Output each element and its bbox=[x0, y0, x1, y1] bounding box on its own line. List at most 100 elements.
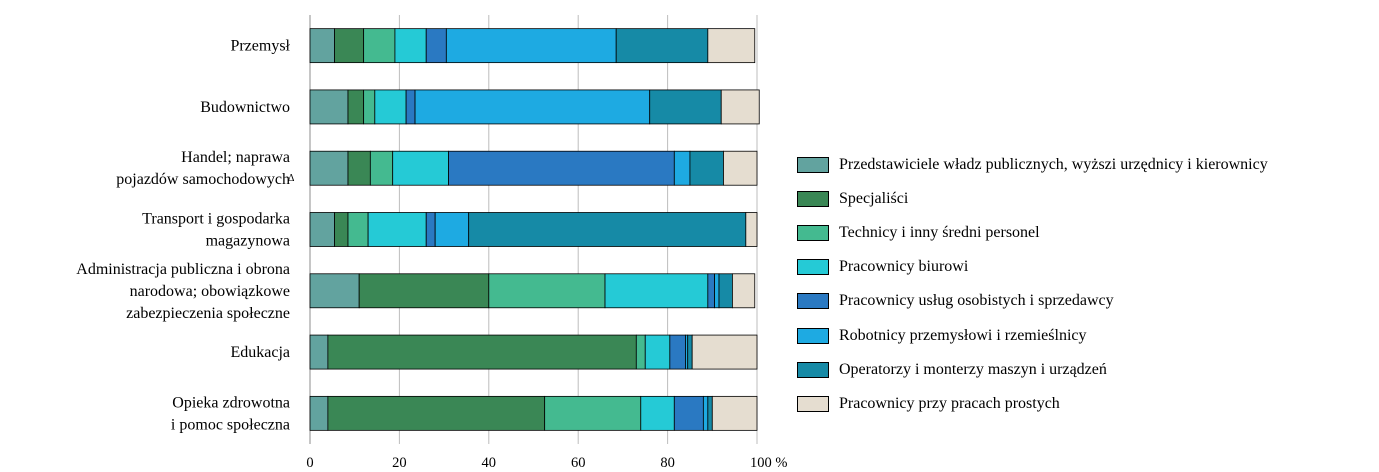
category-label: Administracja publiczna i obrona bbox=[76, 261, 290, 278]
category-label: magazynowa bbox=[206, 233, 290, 250]
x-tick-label: 100 % bbox=[750, 455, 787, 471]
legend-swatch bbox=[797, 395, 829, 412]
category-label: Opieka zdrowotna bbox=[172, 394, 290, 411]
bar-segment bbox=[488, 273, 606, 309]
stacked-bar-chart: Przemysł Budownictwo Handel; naprawa pojazd… bbox=[76, 15, 787, 471]
bar-segment bbox=[347, 150, 371, 186]
bar-segment bbox=[392, 150, 449, 186]
bar-segment bbox=[702, 395, 709, 431]
legend-item: Specjaliści bbox=[797, 182, 1268, 216]
category-label: Edukacja bbox=[230, 344, 290, 361]
bar-segment bbox=[327, 334, 637, 370]
bar-segments bbox=[309, 28, 760, 431]
x-axis-ticks: 0 20 40 60 80 100 % bbox=[306, 455, 787, 471]
category-label: zabezpieczenia społeczne bbox=[126, 305, 290, 322]
bar-segment bbox=[414, 89, 651, 125]
legend-swatch bbox=[797, 225, 829, 242]
bar-segment bbox=[673, 150, 691, 186]
legend-swatch bbox=[797, 191, 829, 208]
legend-item: Technicy i inny średni personel bbox=[797, 216, 1268, 250]
x-tick-label: 60 bbox=[571, 455, 586, 471]
category-label: Budownictwo bbox=[200, 99, 290, 116]
x-tick-label: 40 bbox=[482, 455, 497, 471]
category-label: Przemysł bbox=[230, 38, 290, 55]
legend-item: Przedstawiciele władz publicznych, wyższ… bbox=[797, 148, 1268, 182]
bar-segment bbox=[309, 334, 329, 370]
bar-segment bbox=[309, 395, 329, 431]
bar-segment bbox=[544, 395, 642, 431]
bar-segment bbox=[707, 395, 713, 431]
bar-segment bbox=[425, 28, 447, 64]
legend-item: Pracownicy biurowi bbox=[797, 250, 1268, 284]
bar-segment bbox=[405, 89, 416, 125]
bar-segment bbox=[434, 212, 470, 247]
bar-segment bbox=[445, 28, 617, 64]
legend-swatch bbox=[797, 361, 829, 378]
bar-segment bbox=[425, 212, 436, 247]
legend-item: Robotnicy przemysłowi i rzemieślnicy bbox=[797, 318, 1268, 352]
legend-label: Robotnicy przemysłowi i rzemieślnicy bbox=[839, 326, 1087, 344]
bar-segment bbox=[468, 212, 747, 247]
category-label: pojazdów samochodowych bbox=[116, 171, 290, 188]
bar-segment bbox=[745, 212, 758, 247]
bar-segment bbox=[394, 28, 427, 64]
x-tick-label: 20 bbox=[392, 455, 407, 471]
legend-label: Przedstawiciele władz publicznych, wyższ… bbox=[839, 156, 1268, 174]
bar-segment bbox=[309, 273, 360, 309]
legend-item: Pracownicy przy pracach prostych bbox=[797, 387, 1268, 421]
bar-segment bbox=[720, 89, 760, 125]
bar-segment bbox=[615, 28, 709, 64]
bar-segment bbox=[374, 89, 407, 125]
bar-segment bbox=[309, 28, 335, 64]
bar-segment bbox=[689, 150, 724, 186]
bar-segment bbox=[714, 273, 720, 309]
bar-segment bbox=[687, 334, 693, 370]
bar-segment bbox=[309, 89, 349, 125]
category-label: Transport i gospodarka bbox=[142, 211, 290, 228]
bar-segment bbox=[723, 150, 758, 186]
bar-segment bbox=[358, 273, 490, 309]
bar-segment bbox=[669, 334, 686, 370]
bar-segment bbox=[334, 28, 365, 64]
legend-label: Pracownicy przy pracach prostych bbox=[839, 394, 1060, 412]
bar-segment bbox=[707, 273, 715, 309]
bar-segment bbox=[347, 89, 365, 125]
bar-segment bbox=[369, 150, 394, 186]
legend-label: Pracownicy usług osobistych i sprzedawcy bbox=[839, 292, 1114, 310]
bar-segment bbox=[363, 28, 396, 64]
legend-swatch bbox=[797, 259, 829, 276]
legend-label: Pracownicy biurowi bbox=[839, 258, 969, 276]
category-marker: Δ bbox=[288, 173, 295, 184]
category-label: narodowa; obowiązkowe bbox=[130, 283, 290, 300]
bar-segment bbox=[691, 334, 758, 370]
legend-label: Operatorzy i monterzy maszyn i urządzeń bbox=[839, 360, 1107, 378]
x-tick-label: 80 bbox=[660, 455, 675, 471]
legend-label: Technicy i inny średni personel bbox=[839, 224, 1040, 242]
legend-item: Pracownicy usług osobistych i sprzedawcy bbox=[797, 284, 1268, 318]
category-label: i pomoc społeczna bbox=[171, 416, 290, 433]
bar-segment bbox=[448, 150, 675, 186]
bar-segment bbox=[640, 395, 675, 431]
legend-item: Operatorzy i monterzy maszyn i urządzeń bbox=[797, 353, 1268, 387]
category-labels: Przemysł Budownictwo Handel; naprawa pojazd… bbox=[76, 38, 295, 434]
bar-segment bbox=[649, 89, 722, 125]
bar-segment bbox=[367, 212, 427, 247]
bar-segment bbox=[644, 334, 671, 370]
legend-swatch bbox=[797, 157, 829, 174]
bar-segment bbox=[604, 273, 709, 309]
bar-segment bbox=[718, 273, 733, 309]
legend-label: Specjaliści bbox=[839, 190, 909, 208]
bar-segment bbox=[334, 212, 349, 247]
bar-segment bbox=[347, 212, 369, 247]
bar-segment bbox=[309, 150, 349, 186]
category-label: Handel; naprawa bbox=[181, 149, 290, 166]
legend-swatch bbox=[797, 327, 829, 344]
bar-segment bbox=[309, 212, 335, 247]
legend-swatch bbox=[797, 293, 829, 310]
bar-segment bbox=[711, 395, 758, 431]
bar-segment bbox=[635, 334, 646, 370]
bar-segment bbox=[327, 395, 546, 431]
bar-segment bbox=[673, 395, 704, 431]
bar-segment bbox=[363, 89, 376, 125]
legend: Przedstawiciele władz publicznych, wyższ… bbox=[797, 148, 1268, 421]
